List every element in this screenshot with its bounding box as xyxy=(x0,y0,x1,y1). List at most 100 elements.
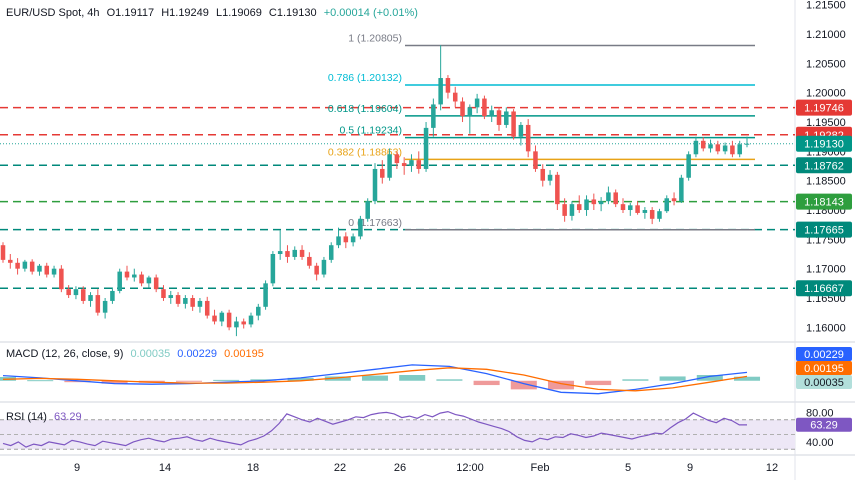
candle-body xyxy=(190,298,195,307)
candle-body xyxy=(153,277,159,290)
macd-histogram-bar xyxy=(324,376,351,381)
candle-body xyxy=(423,127,429,169)
macd-histogram-bar xyxy=(175,380,203,382)
fib-level-label: 0.786 (1.20132) xyxy=(328,72,402,84)
x-tick-label: 26 xyxy=(394,462,406,474)
macd-histogram-bar xyxy=(547,380,575,390)
candle-body xyxy=(29,261,35,272)
candle-body xyxy=(314,265,319,275)
macd-value-tag xyxy=(796,375,852,389)
macd-histogram-bar xyxy=(733,376,761,381)
candle-body xyxy=(533,151,538,169)
low-label: L xyxy=(215,7,223,19)
macd-histogram-bar xyxy=(436,379,463,381)
candle-body xyxy=(175,295,181,304)
candle-body xyxy=(277,251,283,255)
candle-body xyxy=(146,277,152,284)
candle-body xyxy=(606,192,611,202)
macd-legend: MACD (12, 26, close, 9) 0.00035 0.00229 … xyxy=(6,348,268,360)
candle-body xyxy=(511,111,516,137)
rsi-legend-name: RSI (14) xyxy=(6,411,47,423)
y-tick-label: 1.16000 xyxy=(806,322,846,334)
x-tick-label: 22 xyxy=(334,462,346,474)
candle-body xyxy=(80,289,86,301)
candle-body xyxy=(620,204,626,211)
rsi-legend: RSI (14) 63.29 xyxy=(6,411,86,423)
candle-body xyxy=(642,210,648,213)
candle-body xyxy=(482,98,487,117)
candle-body xyxy=(132,274,137,278)
candle-body xyxy=(474,98,480,108)
close-value: C1.19130 xyxy=(269,7,317,19)
macd-histogram-bar xyxy=(659,376,686,381)
candle-body xyxy=(299,249,305,257)
rsi-legend-value: 63.29 xyxy=(54,411,82,423)
candle-body xyxy=(715,144,721,152)
macd-histogram-bar xyxy=(585,380,612,386)
candle-body xyxy=(496,110,502,125)
candle-body xyxy=(671,198,677,202)
candle-body xyxy=(95,295,101,313)
rsi-band xyxy=(0,419,795,450)
candle-body xyxy=(285,251,290,257)
candle-body xyxy=(387,154,392,178)
candle-body xyxy=(0,245,6,260)
candle-body xyxy=(256,306,261,316)
candle-body xyxy=(307,256,312,266)
candle-body xyxy=(700,140,706,149)
macd-histogram-bar xyxy=(287,377,314,381)
candle-body xyxy=(270,254,276,284)
x-tick-label: 9 xyxy=(687,462,693,474)
price-tag-label: 1.18762 xyxy=(804,160,844,172)
candle-body xyxy=(358,218,363,237)
candle-body xyxy=(540,168,546,181)
candle-body xyxy=(219,312,225,322)
x-tick-label: 12:00 xyxy=(456,462,484,474)
candle-body xyxy=(168,295,174,299)
candle-body xyxy=(66,289,71,296)
candle-body xyxy=(37,265,42,272)
candle-body xyxy=(686,154,691,178)
low-number: 1.19069 xyxy=(222,7,262,19)
price-tag xyxy=(796,221,852,238)
high-number: 1.19249 xyxy=(169,7,209,19)
fib-level-label: 0.382 (1.18863) xyxy=(328,146,402,158)
candle-body xyxy=(569,204,575,216)
change-value: +0.00014 (+0.01%) xyxy=(323,7,418,19)
y-tick-label: 1.19500 xyxy=(806,117,846,129)
candle-body xyxy=(598,201,604,205)
x-tick-label: Feb xyxy=(531,462,550,474)
rsi-y-tick: 40.00 xyxy=(806,437,834,449)
y-tick-label: 1.20500 xyxy=(806,58,846,70)
macd-legend-macd: 0.00229 xyxy=(177,348,218,360)
candle-body xyxy=(8,259,13,263)
price-tag xyxy=(796,135,852,152)
x-tick-label: 14 xyxy=(159,462,171,474)
y-tick-label: 1.18500 xyxy=(806,176,846,188)
candle-body xyxy=(525,124,531,152)
macd-value-tag-label: 0.00035 xyxy=(804,377,844,389)
macd-value-tag-label: 0.00229 xyxy=(804,349,844,361)
candle-body xyxy=(197,300,203,307)
macd-histogram-bar xyxy=(64,380,91,383)
candle-body xyxy=(102,300,108,313)
x-tick-label: 18 xyxy=(247,462,259,474)
y-tick-label: 1.21500 xyxy=(806,0,846,12)
candle-body xyxy=(15,262,20,269)
close-label: C xyxy=(268,7,277,19)
candle-body xyxy=(744,143,750,145)
candle-body xyxy=(321,259,327,275)
candle-body xyxy=(591,199,597,205)
candle-body xyxy=(328,245,334,260)
candle-body xyxy=(722,145,728,152)
candle-body xyxy=(124,271,130,278)
macd-value-tag-label: 0.00195 xyxy=(804,363,844,375)
x-tick-label: 12 xyxy=(766,462,778,474)
candle-body xyxy=(73,289,79,296)
price-tag-label: 1.16667 xyxy=(804,283,844,295)
rsi-line xyxy=(2,410,747,448)
macd-histogram-bar xyxy=(399,375,426,381)
macd-value-tag xyxy=(796,361,852,375)
candle-body xyxy=(657,211,662,219)
candle-body xyxy=(44,265,50,275)
